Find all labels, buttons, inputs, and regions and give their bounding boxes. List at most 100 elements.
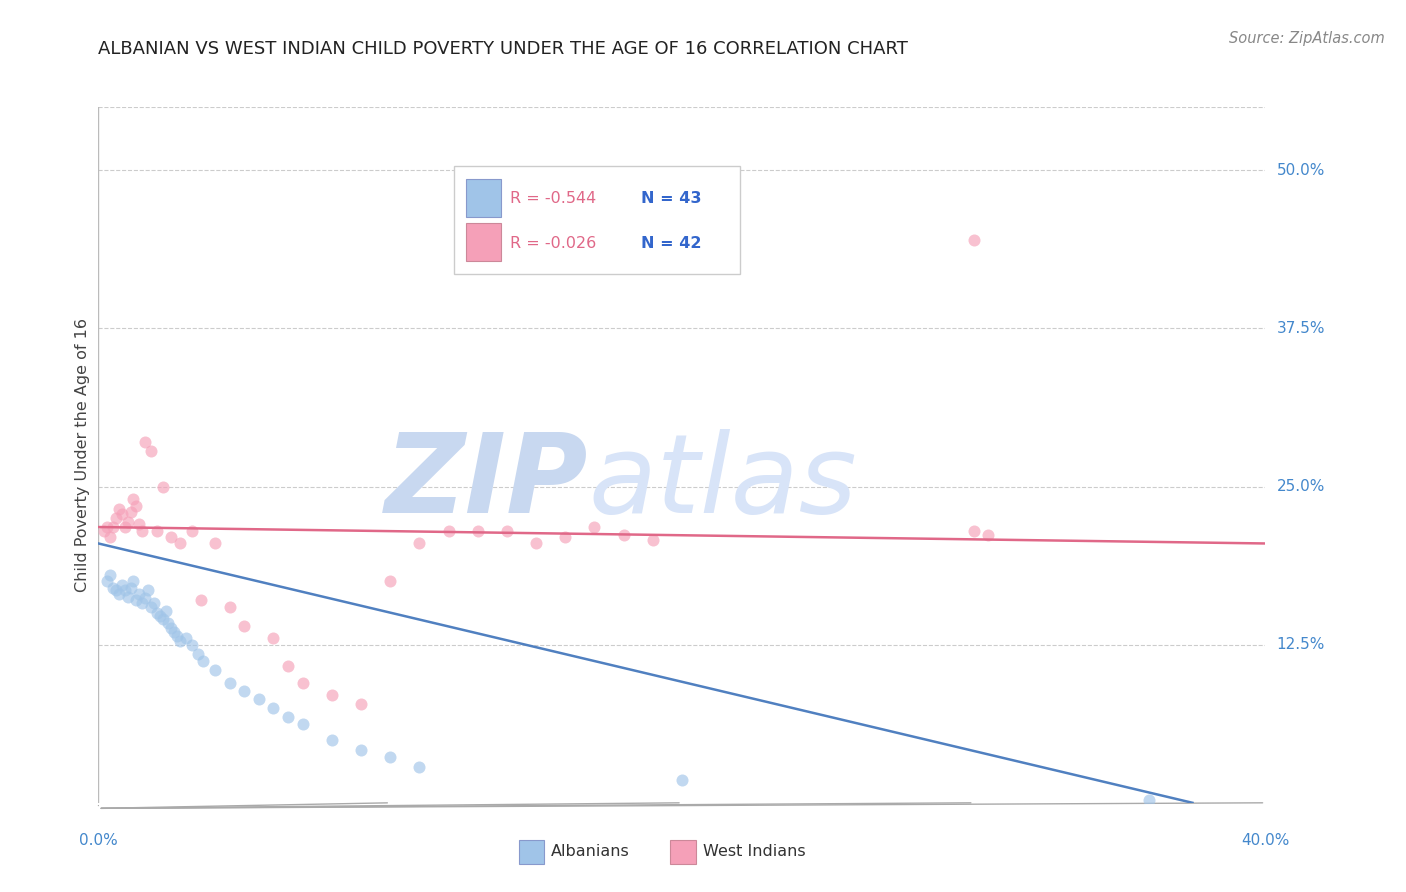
Point: [962, 524, 984, 538]
Text: 0.0%: 0.0%: [79, 833, 118, 848]
Text: Source: ZipAtlas.com: Source: ZipAtlas.com: [1229, 31, 1385, 46]
Point: [641, 533, 664, 547]
Point: [262, 632, 284, 646]
Point: [233, 684, 256, 698]
Point: [180, 524, 202, 538]
Point: [149, 608, 172, 623]
Point: [350, 742, 373, 756]
Point: [218, 599, 240, 614]
Text: Albanians: Albanians: [551, 844, 630, 859]
Point: [467, 524, 489, 538]
Point: [962, 233, 984, 247]
Point: [524, 536, 547, 550]
Point: [131, 524, 153, 538]
Point: [136, 583, 159, 598]
Point: [152, 479, 174, 493]
Point: [180, 638, 202, 652]
Point: [104, 583, 127, 598]
Text: N = 42: N = 42: [641, 235, 702, 251]
Point: [977, 527, 1000, 541]
Point: [96, 574, 118, 589]
Point: [204, 536, 226, 550]
Bar: [671, 839, 696, 864]
Text: atlas: atlas: [589, 429, 858, 536]
Point: [380, 750, 402, 764]
Point: [583, 520, 606, 534]
Text: 12.5%: 12.5%: [1277, 637, 1324, 652]
Text: R = -0.026: R = -0.026: [510, 235, 596, 251]
Point: [114, 520, 136, 534]
Point: [120, 581, 142, 595]
Text: 37.5%: 37.5%: [1277, 321, 1324, 336]
Point: [117, 590, 139, 604]
Point: [101, 581, 124, 595]
Point: [128, 517, 150, 532]
Point: [1137, 793, 1160, 807]
Point: [554, 530, 576, 544]
Point: [152, 612, 174, 626]
Point: [291, 675, 314, 690]
Point: [321, 688, 343, 702]
Point: [437, 524, 460, 538]
Point: [204, 663, 226, 677]
Point: [612, 527, 634, 541]
Text: ZIP: ZIP: [385, 429, 589, 536]
Point: [134, 591, 156, 605]
Point: [174, 632, 197, 646]
Point: [157, 616, 180, 631]
Point: [380, 574, 402, 589]
Point: [193, 654, 215, 668]
Bar: [465, 178, 501, 217]
Point: [108, 502, 131, 516]
Text: West Indians: West Indians: [703, 844, 806, 859]
Point: [93, 524, 115, 538]
Point: [142, 596, 165, 610]
Point: [291, 717, 314, 731]
Point: [187, 647, 209, 661]
Point: [163, 625, 186, 640]
Point: [496, 524, 519, 538]
Point: [125, 499, 148, 513]
Point: [277, 710, 299, 724]
Point: [114, 583, 136, 598]
Point: [111, 508, 134, 522]
Text: 50.0%: 50.0%: [1277, 163, 1324, 178]
Point: [146, 524, 169, 538]
Point: [111, 578, 134, 592]
Point: [190, 593, 212, 607]
Point: [98, 530, 121, 544]
Point: [128, 587, 150, 601]
Point: [166, 629, 188, 643]
Point: [96, 520, 118, 534]
Point: [120, 505, 142, 519]
Point: [104, 511, 127, 525]
Point: [101, 520, 124, 534]
Text: 25.0%: 25.0%: [1277, 479, 1324, 494]
Point: [134, 435, 156, 450]
Point: [218, 675, 240, 690]
Point: [321, 732, 343, 747]
Point: [117, 515, 139, 529]
FancyBboxPatch shape: [454, 166, 741, 274]
Bar: [465, 223, 501, 261]
Point: [262, 701, 284, 715]
Text: 40.0%: 40.0%: [1241, 833, 1289, 848]
Point: [108, 587, 131, 601]
Point: [139, 599, 162, 614]
Point: [131, 596, 153, 610]
Point: [160, 621, 183, 635]
Point: [139, 444, 162, 458]
Point: [408, 760, 430, 774]
Point: [408, 536, 430, 550]
Point: [155, 603, 177, 617]
Text: R = -0.544: R = -0.544: [510, 192, 596, 206]
Point: [247, 692, 270, 706]
Text: ALBANIAN VS WEST INDIAN CHILD POVERTY UNDER THE AGE OF 16 CORRELATION CHART: ALBANIAN VS WEST INDIAN CHILD POVERTY UN…: [98, 40, 908, 58]
Point: [671, 772, 693, 787]
Point: [122, 492, 145, 507]
Y-axis label: Child Poverty Under the Age of 16: Child Poverty Under the Age of 16: [75, 318, 90, 592]
Point: [160, 530, 183, 544]
Point: [125, 593, 148, 607]
Point: [169, 633, 191, 648]
Point: [350, 697, 373, 711]
